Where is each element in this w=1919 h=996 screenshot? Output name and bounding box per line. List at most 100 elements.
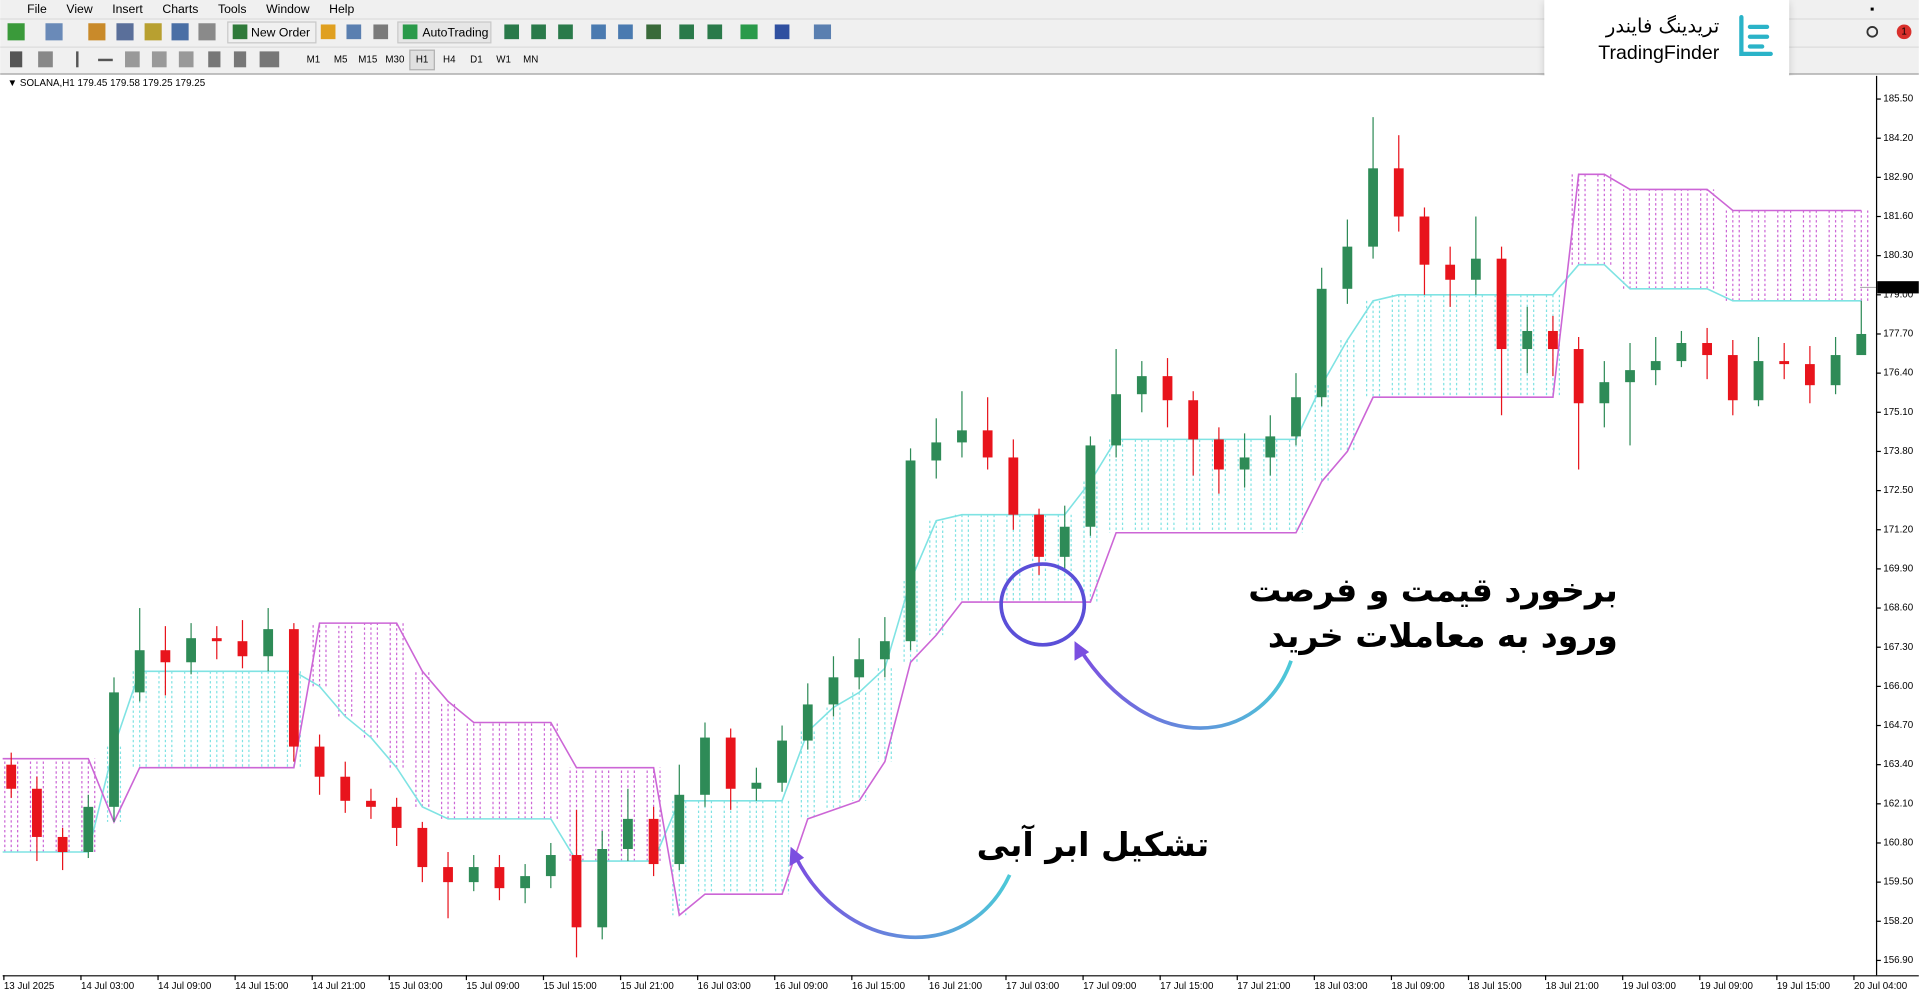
timeframe-button[interactable]: H4	[443, 55, 456, 66]
menu-item[interactable]: Help	[329, 2, 354, 16]
candle-body	[1111, 394, 1122, 446]
candle-body	[391, 806, 402, 828]
highlight-circle	[999, 562, 1087, 647]
candle-body	[1753, 361, 1764, 401]
y-tick-label: 160.80	[1883, 838, 1913, 849]
candle-body	[1522, 330, 1533, 350]
candle-body	[1008, 457, 1019, 515]
search-icon[interactable]	[1866, 26, 1879, 38]
candle-body	[443, 867, 453, 883]
menu-item[interactable]: File	[27, 2, 47, 16]
menu-item[interactable]: View	[66, 2, 92, 16]
candle-body	[109, 692, 119, 807]
icon[interactable]	[774, 24, 790, 40]
candle-body	[982, 430, 993, 458]
icon[interactable]	[144, 23, 162, 41]
timeframe-button[interactable]: M5	[334, 55, 348, 66]
candle-body	[1162, 376, 1173, 401]
icon[interactable]	[373, 24, 389, 40]
candle-body	[931, 442, 942, 461]
x-tick-label: 19 Jul 03:00	[1623, 981, 1677, 992]
shapes-icon[interactable]	[259, 51, 280, 68]
candle-body	[314, 746, 325, 777]
hline-icon[interactable]	[98, 58, 113, 62]
candle-body	[468, 867, 479, 883]
x-tick-label: 16 Jul 03:00	[698, 981, 752, 992]
icon[interactable]	[504, 24, 520, 40]
icon[interactable]	[646, 24, 661, 40]
x-tick-label: 18 Jul 09:00	[1391, 981, 1445, 992]
icon[interactable]	[320, 24, 336, 40]
candle-body	[32, 788, 42, 837]
label-icon[interactable]	[233, 51, 247, 68]
open: 179.45	[77, 78, 107, 89]
candle-body	[1368, 168, 1378, 247]
candle-body	[366, 800, 376, 807]
window-control[interactable]: ▪	[1870, 2, 1874, 16]
icon[interactable]	[591, 24, 606, 40]
channel-icon[interactable]	[151, 51, 167, 68]
menu-item[interactable]: Charts	[162, 2, 198, 16]
icon[interactable]	[7, 23, 25, 41]
candle-body	[905, 460, 916, 642]
candle-body	[1419, 216, 1430, 265]
triangle: ▼	[8, 78, 20, 89]
timeframe-button[interactable]: M15	[358, 55, 378, 66]
candle-body	[1291, 397, 1301, 437]
icon[interactable]	[198, 23, 216, 41]
timeframe-button[interactable]: H1	[416, 55, 428, 66]
cloud-line	[2, 173, 1862, 917]
icon[interactable]	[45, 23, 63, 41]
x-tick-label: 17 Jul 03:00	[1006, 981, 1060, 992]
icon[interactable]	[346, 24, 362, 40]
candle-body	[1727, 355, 1738, 401]
candle-body	[623, 818, 633, 850]
candle-body	[1548, 330, 1558, 350]
icon[interactable]	[88, 23, 106, 41]
current-price-box	[1877, 281, 1919, 294]
candle-body	[1445, 264, 1456, 280]
icon[interactable]	[740, 24, 758, 40]
cursor-icon[interactable]	[9, 51, 23, 68]
text-icon[interactable]	[208, 51, 221, 68]
y-tick-label: 169.90	[1883, 563, 1913, 574]
timeframe-button[interactable]: W1	[496, 55, 511, 66]
timeframe-button[interactable]: M30	[385, 55, 405, 66]
candle-body	[957, 430, 967, 443]
icon[interactable]	[813, 24, 832, 40]
icon[interactable]	[618, 24, 633, 40]
icon[interactable]	[707, 24, 723, 40]
candle-body	[1573, 349, 1584, 404]
x-tick-label: 16 Jul 15:00	[852, 981, 906, 992]
fibo-icon[interactable]	[178, 51, 194, 68]
menu-item[interactable]: Tools	[218, 2, 247, 16]
timeframe-button[interactable]: D1	[470, 55, 482, 66]
candle-body	[725, 737, 736, 789]
annotation-text: برخورد قیمت و فرصت	[1248, 571, 1618, 611]
timeframe-button[interactable]: M1	[307, 55, 321, 66]
icon[interactable]	[531, 24, 546, 40]
icon[interactable]	[171, 23, 189, 41]
candle-body	[751, 782, 762, 789]
menu-item[interactable]: Window	[266, 2, 310, 16]
new-order-button[interactable]	[227, 21, 317, 44]
arrow	[1077, 647, 1293, 730]
candle-body	[1496, 258, 1507, 350]
candle-body	[1804, 364, 1815, 386]
vline-icon[interactable]	[76, 51, 79, 68]
menu-item[interactable]: Insert	[112, 2, 143, 16]
icon[interactable]	[558, 24, 573, 40]
menu-bar: File View Insert Charts Tools Window Help	[27, 2, 354, 16]
crosshair-icon[interactable]	[38, 51, 53, 68]
notification-badge[interactable]	[1896, 24, 1912, 40]
icon[interactable]	[116, 23, 134, 41]
timeframe-button[interactable]: MN	[523, 55, 538, 66]
candle-body	[134, 650, 145, 693]
candle-body	[1136, 376, 1147, 395]
icon[interactable]	[679, 24, 694, 40]
trendline-icon[interactable]	[125, 51, 140, 68]
x-tick-label: 17 Jul 15:00	[1160, 981, 1214, 992]
autotrading-button[interactable]	[397, 21, 492, 44]
y-tick-label: 185.50	[1883, 94, 1913, 105]
y-tick-label: 175.10	[1883, 407, 1913, 418]
